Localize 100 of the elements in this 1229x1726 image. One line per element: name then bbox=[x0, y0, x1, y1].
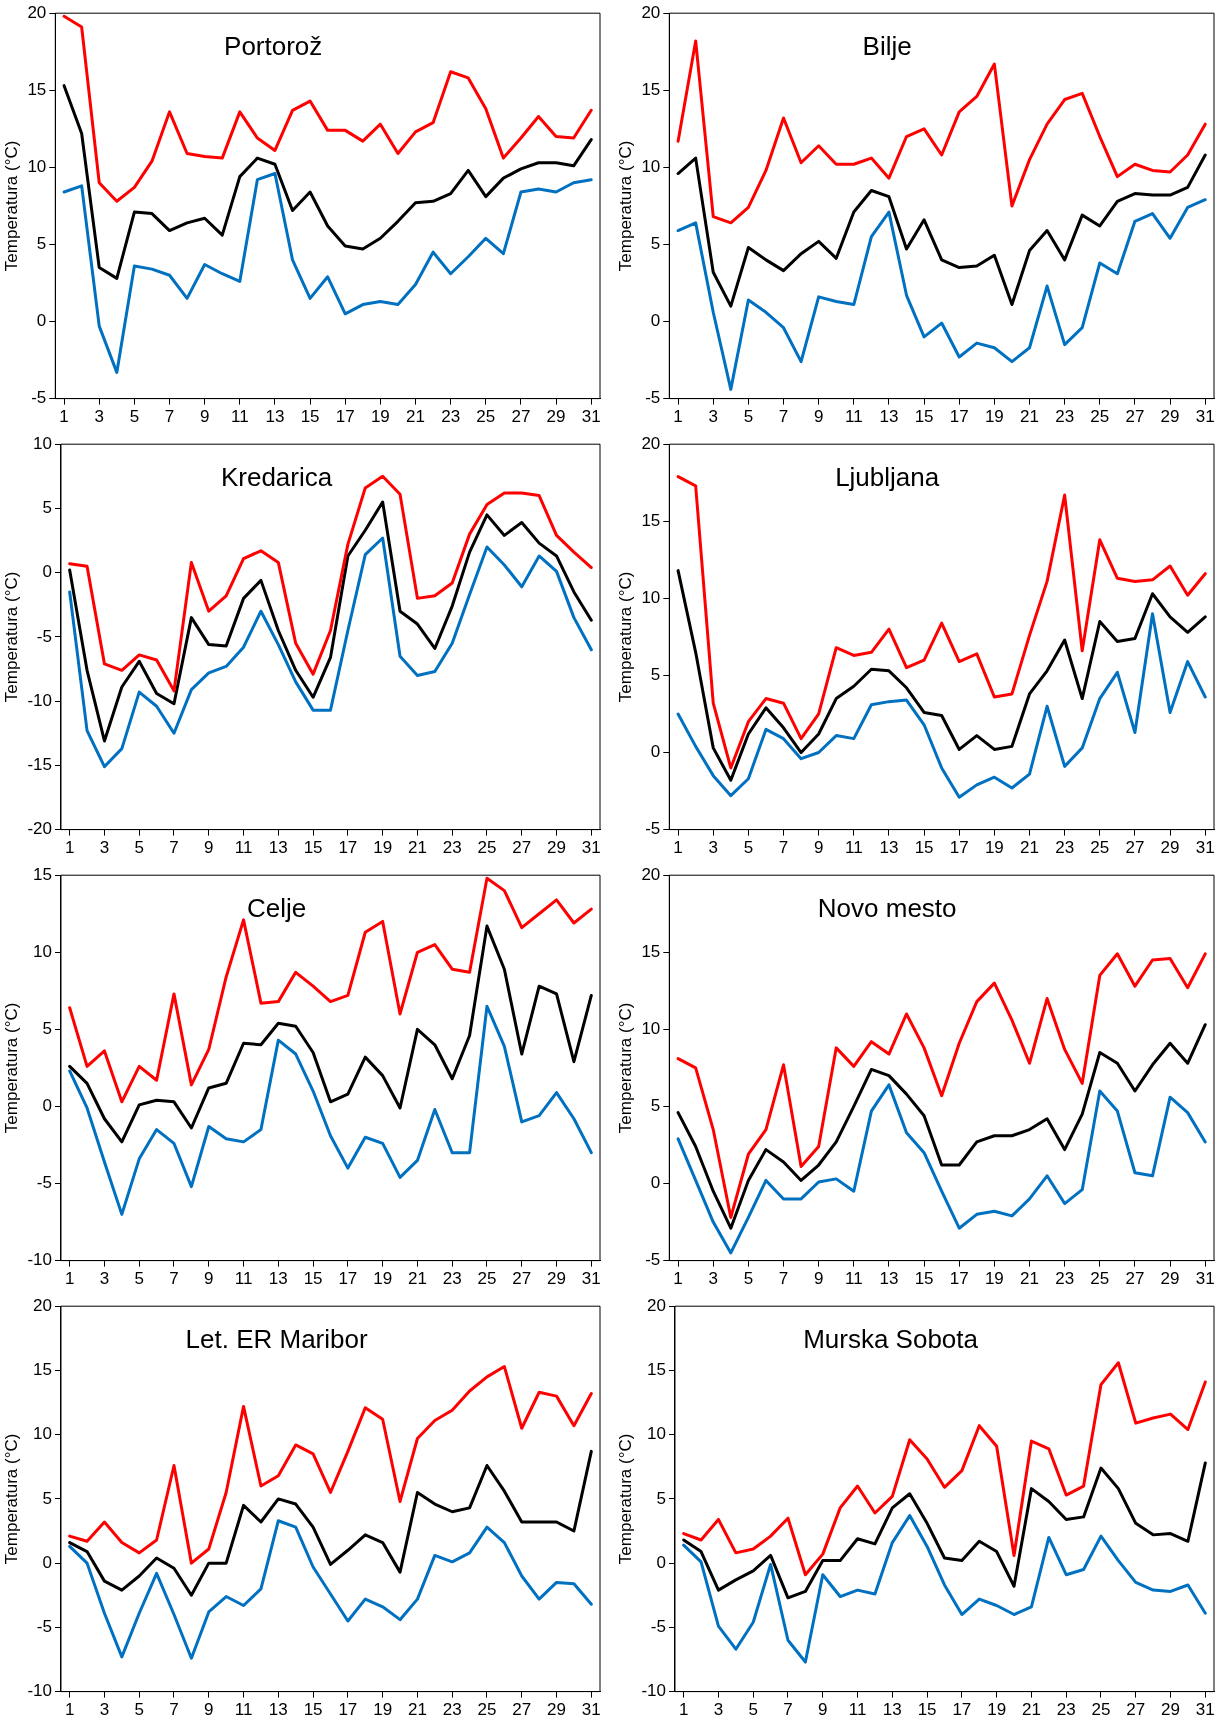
x-tick-label: 27 bbox=[1126, 1700, 1146, 1720]
x-tick-label: 19 bbox=[370, 407, 390, 427]
y-tick-label: -5 bbox=[36, 1617, 52, 1637]
y-tick-label: 0 bbox=[650, 742, 661, 762]
y-tick-label: 5 bbox=[36, 234, 47, 254]
x-tick-label: 29 bbox=[547, 1269, 566, 1289]
y-tick-label: 20 bbox=[647, 1295, 666, 1315]
y-axis-title: Temperatura (°C) bbox=[1, 571, 21, 703]
x-tick-label: 1 bbox=[64, 1700, 75, 1720]
x-tick-label: 23 bbox=[1055, 407, 1075, 427]
x-tick-label: 27 bbox=[1125, 407, 1145, 427]
y-tick-label: 5 bbox=[650, 665, 661, 685]
y-tick-label: -5 bbox=[36, 1173, 52, 1193]
x-tick-label: 3 bbox=[99, 838, 110, 858]
y-tick-label: 0 bbox=[42, 1552, 52, 1572]
x-tick-label: 11 bbox=[234, 838, 253, 858]
x-tick-label: 1 bbox=[678, 1700, 689, 1720]
x-tick-label: 23 bbox=[441, 407, 461, 427]
x-tick-label: 25 bbox=[1090, 1269, 1110, 1289]
x-tick-label: 13 bbox=[265, 407, 285, 427]
y-tick-label: -10 bbox=[27, 690, 52, 710]
x-tick-label: 17 bbox=[338, 838, 358, 858]
y-tick-label: 20 bbox=[641, 2, 661, 22]
y-tick-label: 10 bbox=[641, 157, 661, 177]
y-tick-label: 5 bbox=[42, 1019, 52, 1039]
x-tick-label: 21 bbox=[1021, 1700, 1041, 1720]
x-tick-label: 13 bbox=[879, 1269, 899, 1289]
y-axis-title: Temperatura (°C) bbox=[1, 1433, 21, 1565]
y-tick-label: 10 bbox=[647, 1424, 666, 1444]
y-tick-label: 5 bbox=[650, 234, 661, 254]
x-tick-label: 13 bbox=[268, 1269, 288, 1289]
x-tick-label: 3 bbox=[708, 838, 718, 858]
x-tick-label: 25 bbox=[1091, 1700, 1111, 1720]
y-axis-title: Temperatura (°C) bbox=[1, 140, 21, 272]
y-axis-title: Temperatura (°C) bbox=[615, 571, 635, 703]
x-tick-label: 13 bbox=[879, 407, 899, 427]
x-tick-label: 1 bbox=[673, 1269, 683, 1289]
x-tick-label: 9 bbox=[813, 407, 824, 427]
y-tick-label: 0 bbox=[650, 1173, 661, 1193]
x-tick-label: 1 bbox=[59, 407, 69, 427]
y-tick-label: 10 bbox=[641, 1019, 661, 1039]
x-tick-label: 3 bbox=[708, 407, 718, 427]
x-tick-label: 15 bbox=[303, 838, 323, 858]
x-tick-label: 29 bbox=[547, 838, 566, 858]
x-tick-label: 5 bbox=[743, 838, 754, 858]
x-tick-label: 29 bbox=[547, 1700, 566, 1720]
x-tick-label: 15 bbox=[914, 407, 934, 427]
x-tick-label: 9 bbox=[204, 1269, 214, 1289]
text: Novo mesto bbox=[817, 893, 957, 924]
x-tick-label: 3 bbox=[708, 1269, 718, 1289]
x-tick-label: 7 bbox=[778, 838, 789, 858]
x-tick-label: 19 bbox=[987, 1700, 1007, 1720]
y-tick-label: 15 bbox=[641, 79, 661, 99]
x-tick-label: 21 bbox=[407, 838, 427, 858]
x-tick-label: 21 bbox=[407, 1700, 427, 1720]
text: Ljubljana bbox=[835, 462, 940, 493]
x-tick-label: 17 bbox=[338, 1269, 358, 1289]
y-tick-label: 10 bbox=[33, 941, 52, 961]
x-tick-label: 27 bbox=[512, 1269, 532, 1289]
x-tick-label: 23 bbox=[442, 1700, 462, 1720]
x-tick-label: 27 bbox=[1125, 838, 1145, 858]
x-tick-label: 3 bbox=[99, 1269, 110, 1289]
x-tick-label: 5 bbox=[748, 1700, 758, 1720]
y-tick-label: -5 bbox=[36, 626, 52, 646]
x-tick-label: 29 bbox=[1160, 1269, 1180, 1289]
y-tick-label: 0 bbox=[650, 311, 661, 331]
y-tick-label: -20 bbox=[27, 819, 52, 839]
x-tick-label: 29 bbox=[546, 407, 566, 427]
text: Murska Sobota bbox=[803, 1324, 979, 1355]
text: Celje bbox=[246, 893, 307, 924]
y-tick-label: 10 bbox=[27, 157, 47, 177]
y-tick-label: -5 bbox=[645, 388, 661, 408]
y-tick-label: 20 bbox=[641, 864, 661, 884]
x-tick-label: 23 bbox=[1056, 1700, 1076, 1720]
x-tick-label: 5 bbox=[134, 838, 144, 858]
y-tick-label: -10 bbox=[27, 1681, 52, 1701]
x-tick-label: 13 bbox=[268, 1700, 288, 1720]
x-tick-label: 21 bbox=[1020, 838, 1039, 858]
x-tick-label: 13 bbox=[879, 838, 899, 858]
x-tick-label: 25 bbox=[477, 1700, 497, 1720]
y-tick-label: -5 bbox=[31, 388, 47, 408]
x-tick-label: 31 bbox=[581, 1269, 601, 1289]
y-tick-label: 5 bbox=[42, 498, 52, 518]
y-tick-label: 0 bbox=[42, 562, 52, 582]
y-tick-label: -10 bbox=[27, 1250, 52, 1270]
x-tick-label: 17 bbox=[952, 1700, 972, 1720]
x-tick-label: 9 bbox=[818, 1700, 828, 1720]
x-tick-label: 9 bbox=[204, 1700, 214, 1720]
x-tick-label: 27 bbox=[512, 1700, 532, 1720]
y-axis-title: Temperatura (°C) bbox=[615, 1433, 635, 1565]
x-tick-label: 29 bbox=[1160, 407, 1180, 427]
y-tick-label: 10 bbox=[33, 433, 52, 453]
text: Kredarica bbox=[220, 462, 333, 493]
x-tick-label: 15 bbox=[300, 407, 320, 427]
x-tick-label: 27 bbox=[512, 838, 532, 858]
x-tick-label: 9 bbox=[204, 838, 214, 858]
x-tick-label: 9 bbox=[813, 1269, 824, 1289]
x-tick-label: 7 bbox=[778, 1269, 789, 1289]
y-tick-label: 20 bbox=[27, 2, 47, 22]
y-tick-label: 0 bbox=[42, 1096, 52, 1116]
